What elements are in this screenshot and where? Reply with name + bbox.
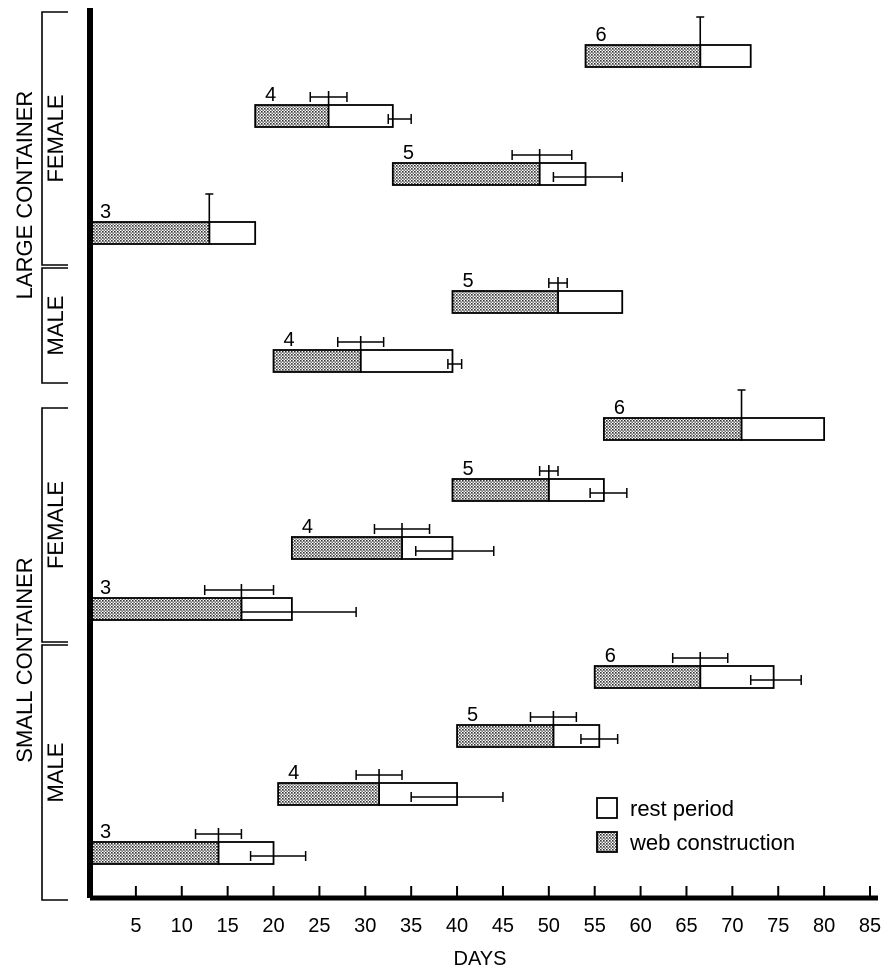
bars: 6 5 4 3 5 4 6 5 4 3 6 5 4 3 xyxy=(89,16,826,865)
legend-label-rest: rest period xyxy=(630,796,734,821)
x-tick-label: 70 xyxy=(721,915,743,937)
bar-web-construction xyxy=(456,724,555,748)
subgroup-label: MALE xyxy=(43,743,68,803)
instar-label: 4 xyxy=(265,84,276,106)
bar-web-construction xyxy=(584,44,702,68)
x-tick-label: 55 xyxy=(584,915,606,937)
x-tick-label: 50 xyxy=(538,915,560,937)
x-tick-label: 60 xyxy=(629,915,651,937)
x-tick-label: 45 xyxy=(492,915,514,937)
x-tick-label: 20 xyxy=(262,915,284,937)
subgroup-label: FEMALE xyxy=(43,481,68,569)
bar-rest-period xyxy=(699,44,752,68)
x-axis-title: DAYS xyxy=(454,948,507,970)
bar-rest-period xyxy=(740,417,826,441)
bar-rest-period xyxy=(217,841,275,865)
bar-web-construction xyxy=(593,665,702,689)
bar-rest-period xyxy=(538,162,587,186)
subgroup-label: FEMALE xyxy=(43,94,68,182)
x-tick-label: 10 xyxy=(171,915,193,937)
bar-web-construction xyxy=(602,417,743,441)
legend-swatch-rest xyxy=(596,797,618,819)
bar-rest-period xyxy=(557,290,624,314)
instar-label: 4 xyxy=(288,762,299,784)
bar-web-construction xyxy=(89,597,243,621)
instar-label: 3 xyxy=(100,201,111,223)
bar-web-construction xyxy=(277,782,380,806)
subgroup-bracket xyxy=(41,407,68,643)
x-tick-label: 25 xyxy=(308,915,330,937)
bar-rest-period xyxy=(378,782,458,806)
legend-label-web: web construction xyxy=(629,830,795,855)
group-label: LARGE CONTAINER xyxy=(12,91,37,300)
instar-label: 4 xyxy=(302,516,313,538)
instar-label: 6 xyxy=(596,24,607,46)
instar-label: 3 xyxy=(100,821,111,843)
bar-web-construction xyxy=(89,221,211,245)
instar-label: 5 xyxy=(462,270,473,292)
bar-web-construction xyxy=(391,162,541,186)
bar-web-construction xyxy=(254,104,330,128)
bar-rest-period xyxy=(699,665,775,689)
subgroup-label: MALE xyxy=(43,296,68,356)
subgroup-bracket xyxy=(41,11,68,266)
bar-rest-period xyxy=(359,349,454,373)
x-tick-label: 40 xyxy=(446,915,468,937)
x-tick-label: 15 xyxy=(217,915,239,937)
x-tick-label: 85 xyxy=(859,915,881,937)
instar-label: 5 xyxy=(467,704,478,726)
instar-label: 4 xyxy=(284,329,295,351)
x-tick-label: 30 xyxy=(354,915,376,937)
instar-label: 5 xyxy=(462,458,473,480)
bar-rest-period xyxy=(547,478,605,502)
subgroup-bracket xyxy=(41,644,68,901)
instar-label: 6 xyxy=(605,645,616,667)
group-label: SMALL CONTAINER xyxy=(12,557,37,762)
x-tick-label: 75 xyxy=(767,915,789,937)
bar-web-construction xyxy=(451,478,550,502)
subgroup-bracket xyxy=(41,267,68,384)
legend: rest period web construction xyxy=(596,796,795,855)
bar-rest-period xyxy=(552,724,601,748)
legend-swatch-web xyxy=(596,831,618,853)
bar-rest-period xyxy=(327,104,394,128)
bar-web-construction xyxy=(290,536,403,560)
x-tick-label: 65 xyxy=(675,915,697,937)
instar-label: 5 xyxy=(403,142,414,164)
instar-label: 6 xyxy=(614,397,625,419)
bar-rest-period xyxy=(401,536,454,560)
bar-web-construction xyxy=(451,290,559,314)
instar-label: 3 xyxy=(100,577,111,599)
bar-rest-period xyxy=(208,221,257,245)
x-tick-label: 5 xyxy=(130,915,141,937)
x-tick-label: 80 xyxy=(813,915,835,937)
bar-web-construction xyxy=(89,841,220,865)
x-tick-label: 35 xyxy=(400,915,422,937)
bar-rest-period xyxy=(240,597,293,621)
bar-web-construction xyxy=(272,349,362,373)
